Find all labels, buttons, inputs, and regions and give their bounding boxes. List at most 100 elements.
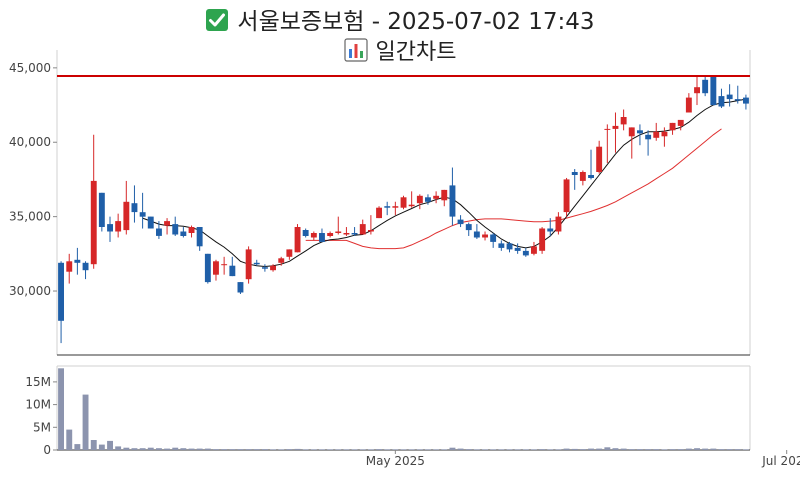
candle-body <box>547 228 554 232</box>
candle-body <box>384 206 391 208</box>
candle-body <box>400 197 407 208</box>
candle <box>327 231 334 238</box>
candle <box>343 227 350 236</box>
candle <box>588 149 594 180</box>
candle-body <box>506 243 513 250</box>
volume-bar <box>425 449 431 450</box>
volume-bar <box>115 446 122 450</box>
candle <box>115 213 122 238</box>
candle <box>376 206 382 219</box>
volume-bar <box>270 449 276 450</box>
volume-bar <box>433 449 440 450</box>
candle-body <box>245 249 252 280</box>
candle-body <box>661 131 668 137</box>
candle <box>408 191 415 208</box>
candle-body <box>702 79 709 94</box>
candle-body <box>433 195 440 199</box>
candle-body <box>310 233 317 238</box>
volume-bar <box>563 448 570 450</box>
candle <box>661 127 668 147</box>
candle <box>204 253 211 284</box>
candle-body <box>571 172 578 175</box>
candle <box>66 253 73 284</box>
volume-tick-label: 15M <box>25 375 51 389</box>
candle-body <box>98 192 105 227</box>
volume-bar <box>376 449 382 450</box>
check-mark-icon <box>205 8 229 38</box>
volume-bar <box>539 449 546 450</box>
candle-body <box>734 99 741 101</box>
candle <box>539 227 546 254</box>
candle-body <box>539 228 546 251</box>
volume-bar <box>262 449 268 450</box>
candle <box>98 192 105 232</box>
y-tick-label: 40,000 <box>9 135 51 149</box>
bar-chart-icon <box>343 38 368 68</box>
candle <box>473 224 480 239</box>
candle <box>107 216 113 242</box>
candle <box>74 247 81 275</box>
volume-bar <box>131 448 138 450</box>
candle-body <box>588 175 594 178</box>
volume-bar <box>359 449 366 450</box>
candle-body <box>425 197 431 202</box>
candle-body <box>90 180 97 265</box>
candle-body <box>229 265 236 277</box>
candle <box>563 177 570 217</box>
candle-body <box>213 261 219 275</box>
volume-bar <box>196 448 203 450</box>
candle-body <box>514 247 521 251</box>
y-tick-label: 30,000 <box>9 284 51 298</box>
volume-bar <box>661 449 668 450</box>
candle-body <box>180 231 187 236</box>
candle <box>726 84 733 107</box>
volume-bar <box>645 449 652 450</box>
candle <box>319 228 325 242</box>
candle <box>416 194 423 210</box>
candle <box>571 169 578 190</box>
candle <box>596 140 603 174</box>
volume-bar <box>253 449 260 450</box>
candle-body <box>123 201 130 231</box>
candle-body <box>555 216 562 232</box>
volume-bar <box>685 448 692 450</box>
volume-tick-label: 10M <box>25 398 51 412</box>
volume-bar <box>677 449 684 450</box>
volume-bar <box>596 448 603 450</box>
candle <box>335 216 342 235</box>
volume-bar <box>734 449 741 450</box>
y-tick-label: 35,000 <box>9 210 51 224</box>
volume-bar <box>628 449 635 450</box>
volume-bar <box>319 449 325 450</box>
candle-body <box>131 203 138 213</box>
candle-body <box>596 146 603 172</box>
volume-bar <box>531 449 537 450</box>
candle-body <box>457 219 464 225</box>
candle-body <box>416 195 423 204</box>
volume-bar <box>66 429 73 450</box>
candle <box>710 75 717 106</box>
candle <box>498 240 505 251</box>
candle <box>384 201 391 216</box>
candle-body <box>294 227 301 253</box>
candle <box>702 75 709 97</box>
candle <box>457 215 464 228</box>
candle <box>262 264 268 272</box>
volume-bar <box>579 449 586 450</box>
candle-body <box>107 224 113 232</box>
volume-bar <box>490 449 497 450</box>
volume-bar <box>90 440 97 450</box>
candle <box>743 94 749 110</box>
volume-bar <box>351 449 358 450</box>
candle-body <box>74 259 81 263</box>
y-tick-label: 45,000 <box>9 61 51 75</box>
candle-body <box>441 189 448 201</box>
volume-bar <box>604 447 611 450</box>
candle-body <box>392 206 399 208</box>
volume-bar <box>278 449 285 450</box>
candle-body <box>368 230 374 232</box>
candle <box>685 93 692 113</box>
volume-bar <box>522 449 529 450</box>
candle-body <box>685 97 692 113</box>
candle <box>522 247 529 257</box>
